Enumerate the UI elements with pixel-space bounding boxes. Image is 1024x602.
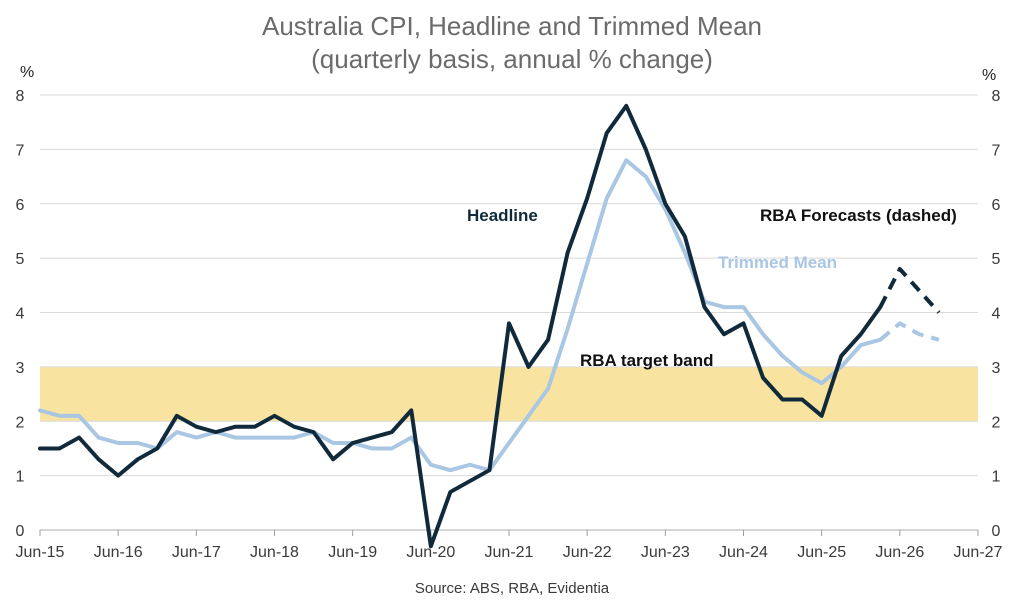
rba-target-band [40, 366, 978, 422]
y-tick-label-right: 0 [992, 523, 1001, 540]
y-ticks-left: 0 1 2 3 4 5 6 7 8 [16, 88, 25, 540]
source-note: Source: ABS, RBA, Evidentia [415, 580, 610, 597]
y-tick-label-right: 6 [992, 197, 1001, 214]
gridlines [40, 94, 978, 531]
y-tick-label-left: 6 [16, 197, 25, 214]
y-tick-label-right: 7 [992, 142, 1001, 159]
headline-label: Headline [467, 206, 538, 225]
x-tick-label: Jun-17 [172, 544, 221, 561]
y-ticks-right: 0 1 2 3 4 5 6 7 8 [992, 88, 1001, 540]
series-line-trimmed-mean [38, 158, 883, 473]
x-tick-label: Jun-18 [250, 544, 299, 561]
forecast-label: RBA Forecasts (dashed) [760, 206, 957, 225]
series-layer [38, 103, 941, 549]
x-tick-label: Jun-27 [954, 544, 1003, 561]
x-tick-label: Jun-25 [797, 544, 846, 561]
x-ticks: Jun-15 Jun-16 Jun-17 Jun-18 Jun-19 Jun-20 Jun-… [16, 530, 1003, 561]
x-tick-label: Jun-23 [641, 544, 690, 561]
y-axis-unit-right: % [982, 67, 996, 84]
forecast-line-trimmed-mean [879, 321, 940, 342]
chart-title: Australia CPI, Headline and Trimmed Mean [262, 11, 762, 41]
target-band-label: RBA target band [580, 351, 714, 370]
x-tick-label: Jun-26 [875, 544, 924, 561]
y-tick-label-left: 1 [16, 469, 25, 486]
y-tick-label-right: 1 [992, 469, 1001, 486]
x-tick-label: Jun-24 [719, 544, 768, 561]
x-tick-label: Jun-19 [328, 544, 377, 561]
chart-subtitle: (quarterly basis, annual % change) [311, 44, 713, 74]
y-tick-label-right: 8 [992, 88, 1001, 105]
y-tick-label-right: 5 [992, 251, 1001, 268]
y-tick-label-left: 5 [16, 251, 25, 268]
y-tick-label-left: 3 [16, 360, 25, 377]
y-tick-label-left: 7 [16, 142, 25, 159]
y-axis-unit-left: % [20, 64, 34, 81]
x-tick-label: Jun-22 [563, 544, 612, 561]
y-tick-label-left: 0 [16, 523, 25, 540]
y-tick-label-right: 4 [992, 306, 1001, 323]
forecast-line-headline [878, 267, 941, 314]
trimmed-mean-label: Trimmed Mean [718, 253, 837, 272]
x-tick-label: Jun-20 [406, 544, 455, 561]
y-tick-label-left: 4 [16, 306, 25, 323]
y-tick-label-left: 2 [16, 414, 25, 431]
y-tick-label-right: 3 [992, 360, 1001, 377]
x-tick-label: Jun-15 [16, 544, 65, 561]
series-line-headline [38, 103, 883, 549]
y-tick-label-right: 2 [992, 414, 1001, 431]
x-tick-label: Jun-16 [94, 544, 143, 561]
x-tick-label: Jun-21 [485, 544, 534, 561]
y-tick-label-left: 8 [16, 88, 25, 105]
